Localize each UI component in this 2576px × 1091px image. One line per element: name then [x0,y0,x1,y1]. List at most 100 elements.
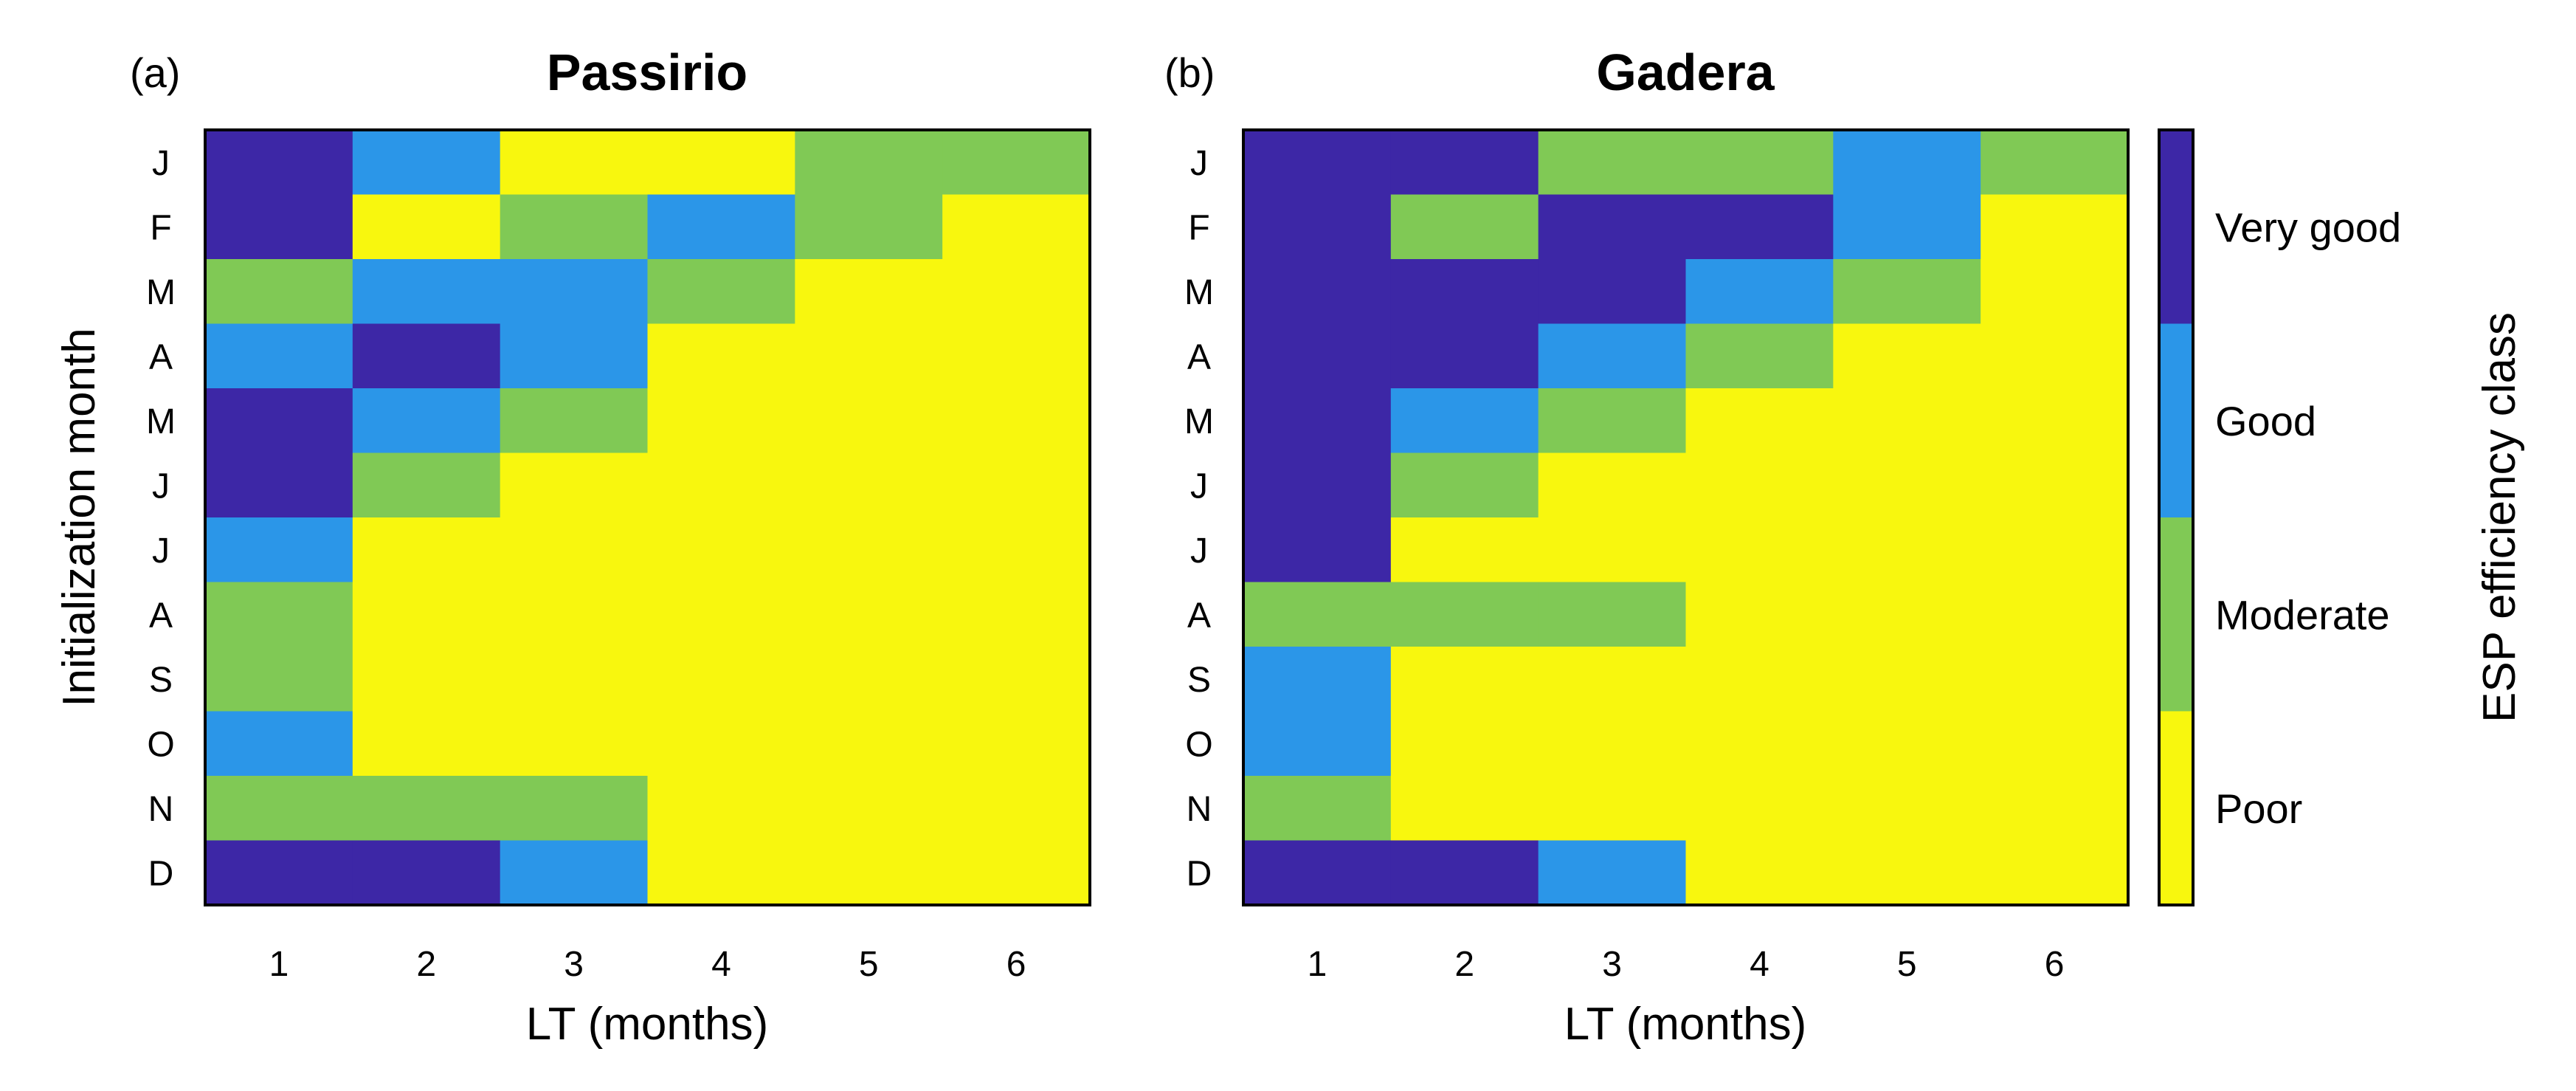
heatmap-cell-b-r9-c2 [1538,711,1687,777]
x-tick-a-1: 2 [416,945,436,984]
heatmap-cell-b-r9-c0 [1243,711,1392,777]
heatmap-cell-a-r4-c2 [500,388,649,454]
heatmap-cell-a-r7-c2 [500,582,649,647]
heatmap-cell-a-r1-c1 [352,194,501,260]
colorbar: Very good Good Moderate Poor ESP efficiency… [2158,128,2525,906]
y-tick-b-8: S [1187,661,1211,700]
heatmap-cell-b-r9-c1 [1390,711,1539,777]
y-tick-b-5: J [1190,467,1208,506]
heatmap-cell-a-r4-c5 [942,388,1091,454]
heatmap-cell-b-r4-c3 [1685,388,1834,454]
heatmap-cell-b-r2-c5 [1981,259,2129,325]
heatmap-cell-a-r11-c4 [795,840,943,906]
y-tick-b-7: A [1187,596,1211,635]
heatmap-cell-a-r1-c4 [795,194,943,260]
heatmap-cell-b-r10-c5 [1981,776,2129,842]
heatmap-cell-b-r7-c0 [1243,582,1392,647]
heatmap-cell-a-r3-c4 [795,323,943,389]
heatmap-cell-a-r6-c3 [647,517,795,583]
x-tick-b-0: 1 [1308,945,1327,984]
heatmap-cell-b-r11-c2 [1538,840,1687,906]
x-tick-b-1: 2 [1454,945,1474,984]
heatmap-cell-b-r1-c4 [1833,194,1981,260]
panel-b-letter: (b) [1164,49,1215,96]
heatmap-cell-a-r5-c0 [205,452,353,518]
heatmap-cell-a-r4-c3 [647,388,795,454]
colorbar-segment-1 [2159,711,2193,906]
heatmap-cell-a-r0-c4 [795,130,943,196]
panel-a-letter: (a) [130,49,180,96]
heatmap-cell-b-r1-c2 [1538,194,1687,260]
heatmap-cell-b-r8-c0 [1243,647,1392,712]
panel-a-xlabel: LT (months) [526,999,768,1050]
heatmap-cell-a-r11-c2 [500,840,649,906]
heatmap-cell-a-r7-c1 [352,582,501,647]
y-tick-a-3: A [149,337,173,376]
heatmap-cell-b-r8-c5 [1981,647,2129,712]
y-tick-a-8: S [149,661,173,700]
heatmap-cell-a-r3-c0 [205,323,353,389]
panel-b-title: Gadera [1596,44,1775,101]
y-tick-a-1: F [150,208,171,247]
heatmap-cell-b-r7-c5 [1981,582,2129,647]
y-tick-a-2: M [146,273,176,312]
heatmap-cell-a-r4-c0 [205,388,353,454]
heatmap-cell-a-r3-c5 [942,323,1091,389]
y-tick-b-0: J [1190,144,1208,183]
y-tick-b-10: N [1187,790,1212,829]
y-tick-b-3: A [1187,337,1211,376]
y-tick-a-10: N [148,790,174,829]
heatmap-cell-b-r8-c1 [1390,647,1539,712]
heatmap-cell-a-r0-c0 [205,130,353,196]
heatmap-cell-b-r10-c3 [1685,776,1834,842]
heatmap-cell-a-r3-c1 [352,323,501,389]
heatmap-cell-a-r1-c5 [942,194,1091,260]
heatmap-cell-a-r10-c0 [205,776,353,842]
heatmap-cell-a-r10-c3 [647,776,795,842]
heatmap-cell-b-r6-c3 [1685,517,1834,583]
heatmap-cell-b-r6-c1 [1390,517,1539,583]
heatmap-cells-b [1243,130,2129,906]
heatmap-cell-a-r7-c5 [942,582,1091,647]
y-tick-a-6: J [152,531,170,571]
panel-b-xlabel: LT (months) [1564,999,1806,1050]
heatmap-cell-a-r5-c4 [795,452,943,518]
heatmap-cell-b-r9-c3 [1685,711,1834,777]
heatmap-cell-b-r7-c3 [1685,582,1834,647]
heatmap-cell-b-r0-c3 [1685,130,1834,196]
heatmap-cell-a-r2-c0 [205,259,353,325]
heatmap-cell-a-r1-c2 [500,194,649,260]
heatmap-cell-b-r7-c2 [1538,582,1687,647]
x-tick-a-5: 6 [1006,945,1026,984]
colorbar-segment-4 [2159,130,2193,325]
heatmap-cell-a-r8-c0 [205,647,353,712]
heatmap-cell-b-r5-c5 [1981,452,2129,518]
heatmap-cell-a-r1-c3 [647,194,795,260]
y-tick-b-4: M [1184,402,1214,441]
heatmap-cell-a-r6-c0 [205,517,353,583]
heatmap-cell-b-r10-c2 [1538,776,1687,842]
heatmap-cell-b-r8-c3 [1685,647,1834,712]
y-tick-a-11: D [148,854,174,893]
heatmap-cell-b-r3-c0 [1243,323,1392,389]
heatmap-cell-a-r4-c1 [352,388,501,454]
x-tick-a-2: 3 [564,945,584,984]
heatmap-cell-a-r8-c1 [352,647,501,712]
heatmap-cell-a-r2-c4 [795,259,943,325]
x-tick-b-2: 3 [1602,945,1622,984]
heatmap-cell-b-r6-c2 [1538,517,1687,583]
x-tick-labels-b: 1 2 3 4 5 6 [1308,945,2065,984]
colorbar-label-3: Good [2215,398,2316,444]
heatmap-cell-b-r1-c5 [1981,194,2129,260]
heatmap-cell-b-r2-c3 [1685,259,1834,325]
colorbar-label-4: Very good [2215,204,2401,250]
heatmap-cell-a-r8-c4 [795,647,943,712]
heatmap-cell-b-r9-c4 [1833,711,1981,777]
heatmap-cell-b-r4-c5 [1981,388,2129,454]
heatmap-cell-b-r11-c1 [1390,840,1539,906]
y-tick-b-2: M [1184,273,1214,312]
heatmap-cell-a-r7-c4 [795,582,943,647]
